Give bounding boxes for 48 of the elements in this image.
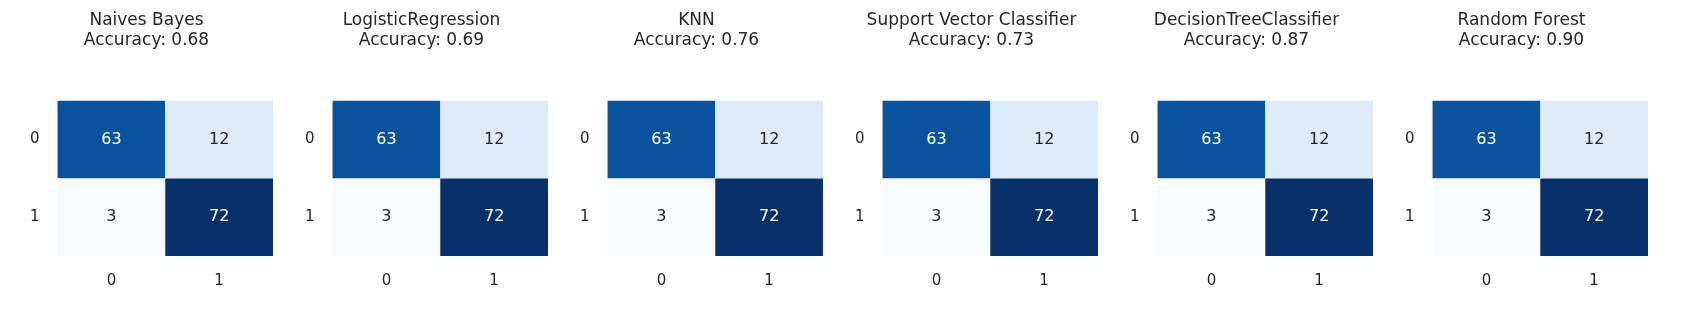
data-label: 72: [483, 206, 505, 226]
chart-subtitle: Accuracy: 0.87: [1183, 29, 1310, 50]
x-tick-label: 1: [764, 270, 774, 289]
data-label: 12: [1583, 128, 1605, 148]
data-label: 63: [1476, 128, 1497, 148]
data-label: 63: [101, 128, 122, 148]
data-label: 72: [758, 206, 780, 226]
x-tick-label: 1: [1039, 270, 1049, 289]
x-tick-label: 0: [106, 270, 117, 289]
data-label: 63: [1201, 128, 1222, 148]
data-label: 63: [926, 128, 947, 148]
x-tick-label: 1: [1589, 270, 1599, 289]
data-label: 12: [208, 128, 230, 148]
data-label: 63: [651, 128, 672, 148]
chart-title: LogisticRegression: [342, 8, 501, 29]
data-label: 3: [1206, 206, 1217, 226]
data-label: 63: [376, 128, 397, 148]
chart-subtitle: Accuracy: 0.73: [908, 29, 1035, 50]
chart-subtitle: Accuracy: 0.90: [1458, 29, 1585, 50]
x-tick-label: 0: [1481, 270, 1492, 289]
x-tick-label: 0: [656, 270, 667, 289]
data-label: 72: [1033, 206, 1055, 226]
x-tick-label: 0: [381, 270, 392, 289]
x-tick-label: 1: [214, 270, 224, 289]
data-label: 72: [1308, 206, 1330, 226]
chart-title: KNN: [678, 8, 715, 29]
data-label: 12: [1308, 128, 1330, 148]
chart-title: Support Vector Classifier: [866, 8, 1077, 29]
x-tick-label: 0: [1206, 270, 1217, 289]
data-label: 3: [381, 206, 392, 226]
data-label: 3: [931, 206, 942, 226]
x-tick-label: 0: [931, 270, 942, 289]
chart-title: DecisionTreeClassifier: [1153, 8, 1340, 29]
chart-subtitle: Accuracy: 0.76: [633, 29, 760, 50]
data-label: 3: [106, 206, 117, 226]
x-tick-label: 1: [489, 270, 499, 289]
data-label: 12: [1033, 128, 1055, 148]
x-tick-label: 1: [1314, 270, 1324, 289]
data-label: 72: [208, 206, 230, 226]
chart-title: Naives Bayes: [89, 8, 204, 29]
data-label: 3: [656, 206, 667, 226]
chart-subtitle: Accuracy: 0.69: [358, 29, 485, 50]
data-label: 72: [1583, 206, 1605, 226]
data-label: 12: [483, 128, 505, 148]
data-label: 12: [758, 128, 780, 148]
chart-title: Random Forest: [1457, 8, 1586, 29]
data-label: 3: [1481, 206, 1492, 226]
chart-subtitle: Accuracy: 0.68: [83, 29, 210, 50]
